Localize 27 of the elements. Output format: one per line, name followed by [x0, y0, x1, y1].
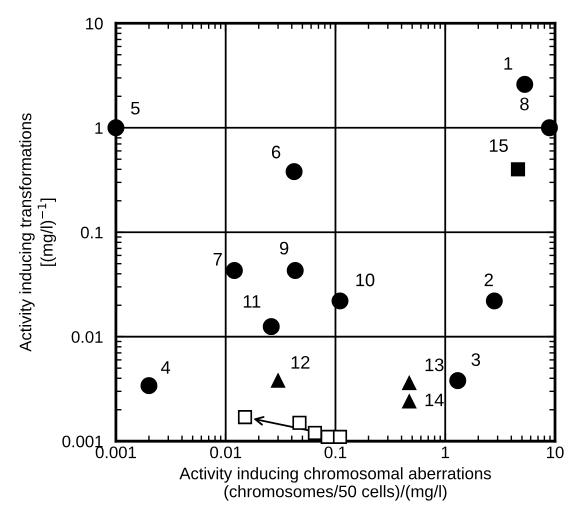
y-tick-label: 0.001 [62, 436, 103, 448]
y-tick-label: 10 [86, 18, 103, 30]
annotation: 14 [426, 394, 444, 406]
annotation: 8 [520, 98, 529, 110]
annotation: 7 [214, 253, 222, 266]
annotation: 2 [484, 274, 493, 286]
x-tick-label: 0.001 [96, 446, 136, 458]
annotation: 3 [471, 353, 480, 366]
y-tick-label: 1 [95, 122, 103, 134]
x-tick-label: 1 [442, 446, 450, 458]
x-axis-title: Activity inducing chromosomal aberrations (chromosomes/50 cells)/(mg/l) [179, 467, 491, 501]
y-tick-label: 0.01 [72, 331, 103, 343]
annotation: 5 [131, 102, 140, 115]
y-axis-title: Activity inducing transformations [(mg/l)$^{−1}$] [19, 113, 56, 352]
annotation: 6 [272, 146, 280, 158]
annotation: 15 [490, 139, 508, 152]
annotation: 13 [426, 358, 444, 372]
annotation: 1 [504, 57, 512, 70]
annotation: 9 [280, 242, 288, 255]
annotation: 12 [292, 356, 310, 369]
x-tick-label: 0.1 [324, 446, 346, 458]
annotation: 4 [161, 361, 170, 374]
x-tick-label: 0.01 [210, 446, 242, 458]
y-tick-label: 0.1 [80, 226, 103, 238]
annotation: 10 [356, 274, 374, 286]
x-tick-label: 10 [547, 446, 564, 458]
annotation: 11 [244, 295, 260, 308]
